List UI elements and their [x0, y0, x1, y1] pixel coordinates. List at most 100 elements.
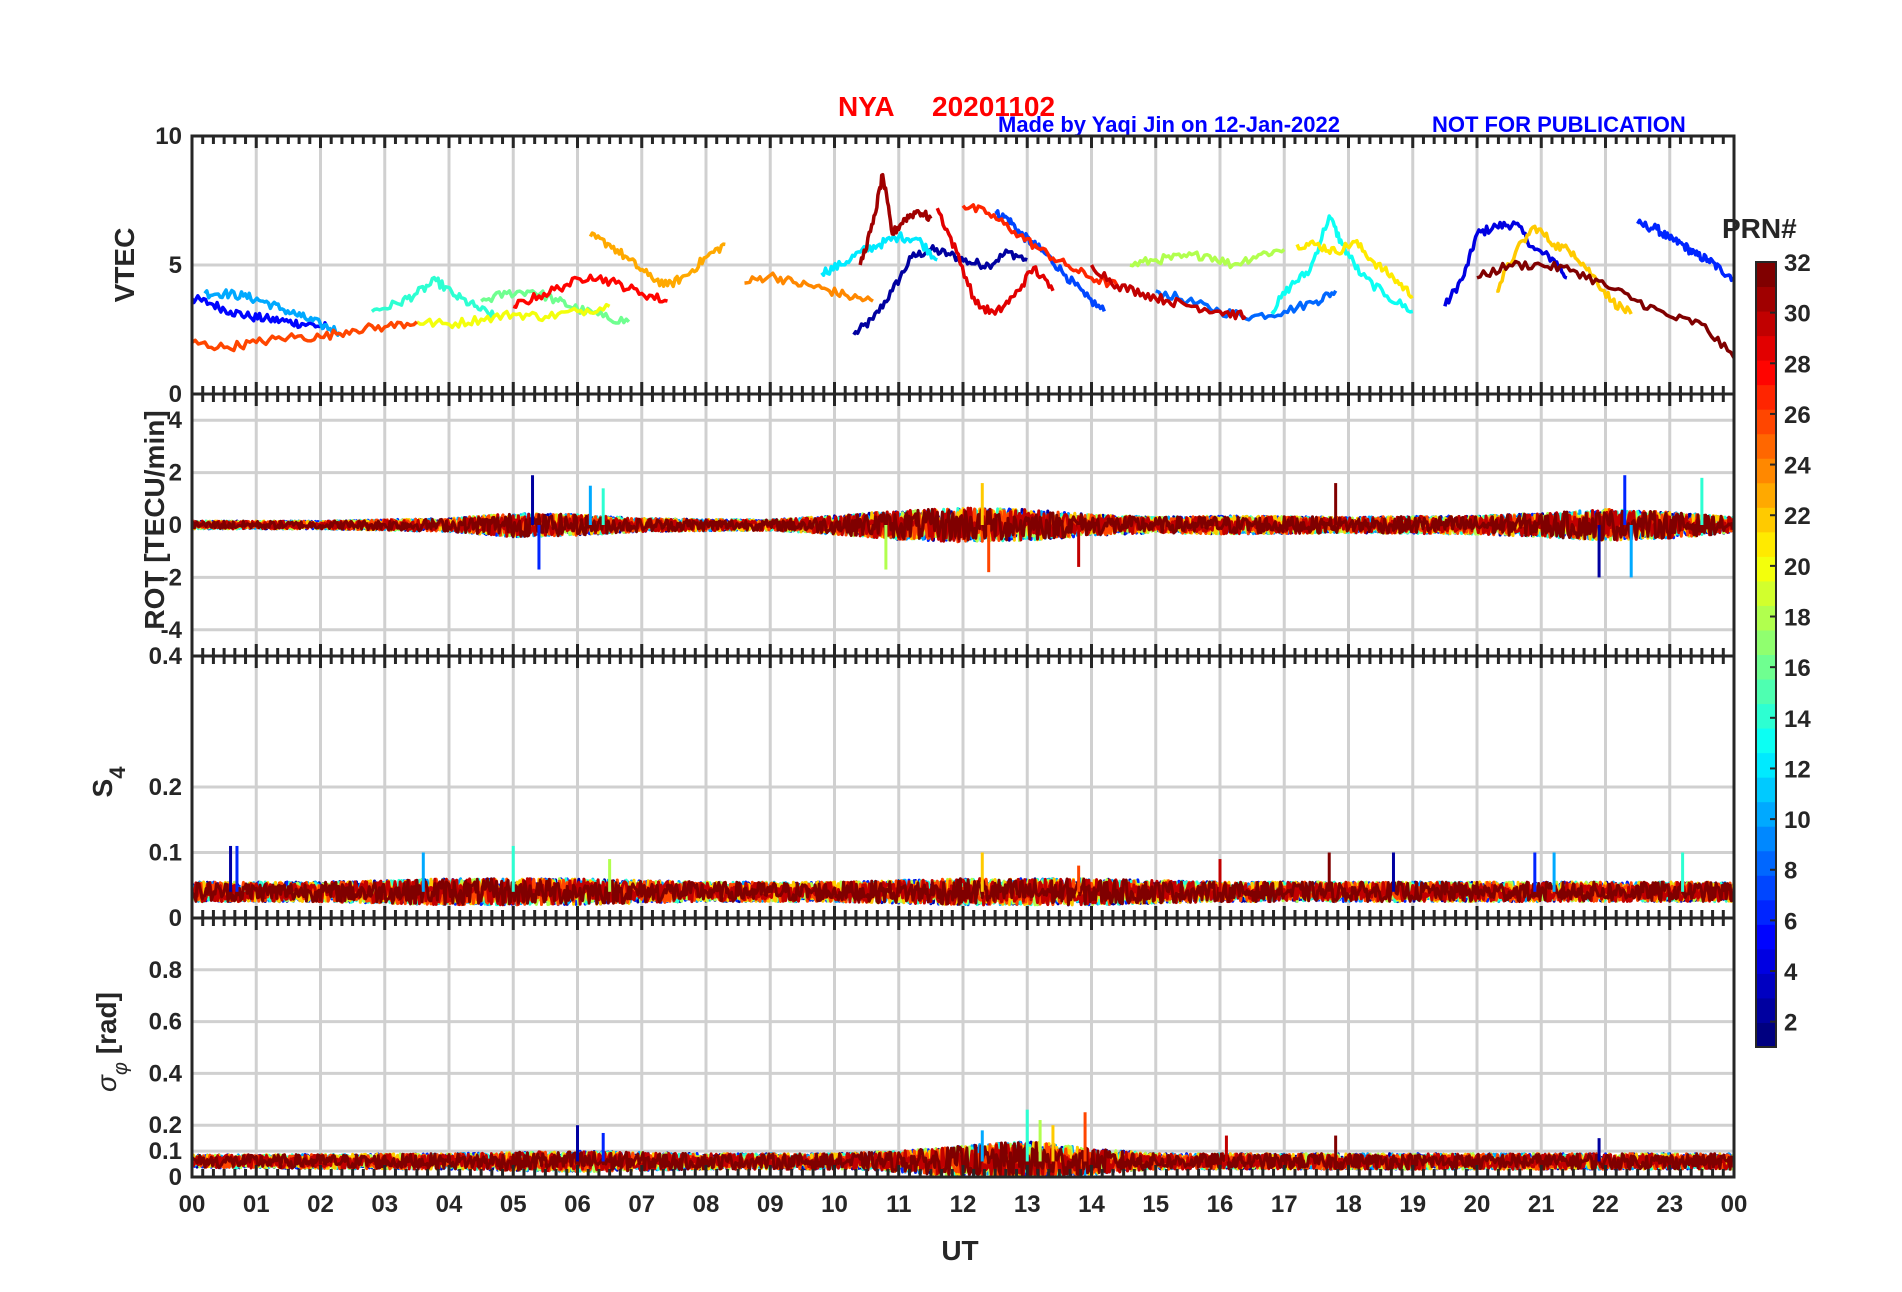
vtec-axis-label: VTEC — [109, 228, 140, 303]
colorbar-band — [1756, 384, 1776, 410]
x-tick-label: 21 — [1528, 1191, 1555, 1218]
credit-text: Made by Yaqi Jin on 12-Jan-2022 — [998, 112, 1340, 137]
colorbar-band — [1756, 728, 1776, 754]
x-tick-label: 05 — [500, 1191, 527, 1218]
s4-panel: 0 0.1 0.2 0.4 — [149, 643, 1736, 932]
vtec-series-line — [744, 271, 874, 303]
y-tick-label: 4 — [169, 407, 183, 434]
colorbar-band — [1756, 997, 1776, 1023]
vtec-series-line — [1443, 220, 1568, 307]
vtec-series-line — [1295, 238, 1414, 299]
y-tick-label: -4 — [161, 617, 183, 644]
x-tick-label: 04 — [436, 1191, 463, 1218]
y-tick-label: 0 — [169, 512, 182, 539]
plot-area — [192, 475, 1734, 578]
x-tick-label: 20 — [1464, 1191, 1491, 1218]
colorbar-tick-label: 4 — [1784, 959, 1798, 986]
colorbar-tick-label: 12 — [1784, 756, 1811, 783]
colorbar-tick-label: 24 — [1784, 453, 1811, 480]
sigma-phi-panel: 00.10.2 0.4 0.6 0.8 — [149, 916, 1736, 1191]
colorbar-band — [1756, 654, 1776, 680]
x-tick-label: 17 — [1271, 1191, 1298, 1218]
colorbar-band — [1756, 580, 1776, 606]
vtec-series-line — [1270, 214, 1414, 315]
colorbar-tick-label: 30 — [1784, 301, 1811, 328]
vtec-series-line — [852, 244, 1028, 336]
y-tick-label: 0 — [169, 905, 182, 932]
panel-frame — [190, 916, 1736, 1179]
colorbar-tick-label: 6 — [1784, 908, 1797, 935]
x-tick-label: 16 — [1207, 1191, 1234, 1218]
vtec-series-line — [192, 294, 329, 330]
x-axis-ticks: 00 01 02 03 04 05 06 07 08 09 10 11 12 13 14 15 16 17 18 19… — [179, 1191, 1748, 1218]
colorbar-band — [1756, 311, 1776, 337]
vtec-series-line — [1636, 218, 1734, 283]
y-tick-label: 0 — [169, 381, 182, 408]
y-tick-label: -2 — [161, 564, 182, 591]
x-tick-label: 18 — [1335, 1191, 1362, 1218]
colorbar-band — [1756, 262, 1776, 288]
x-tick-label: 15 — [1142, 1191, 1169, 1218]
colorbar-tick-label: 26 — [1784, 402, 1811, 429]
colorbar-label: PRN# — [1722, 213, 1797, 244]
colorbar-tick-label: 16 — [1784, 655, 1811, 682]
vtec-series-line — [1476, 259, 1734, 359]
noise-series-line — [192, 877, 1734, 907]
y-tick-label: 5 — [169, 252, 182, 279]
colorbar-band — [1756, 924, 1776, 950]
vtec-series-line — [370, 275, 496, 320]
x-tick-label: 23 — [1656, 1191, 1683, 1218]
noise-series-line — [192, 507, 1734, 542]
colorbar-band — [1756, 556, 1776, 582]
x-tick-label: 00 — [179, 1191, 206, 1218]
plot-area — [192, 845, 1734, 907]
y-tick-label: 0.4 — [149, 643, 183, 670]
colorbar-band — [1756, 875, 1776, 901]
colorbar-band — [1756, 409, 1776, 435]
vtec-series-line — [480, 289, 631, 325]
vtec-series-line — [192, 320, 419, 353]
colorbar-band — [1756, 507, 1776, 533]
y-tick-label: 0.6 — [149, 1009, 182, 1036]
station-title: NYA — [838, 91, 895, 122]
x-tick-label: 06 — [564, 1191, 591, 1218]
y-tick-label: 0 — [169, 1164, 182, 1191]
colorbar-band — [1756, 458, 1776, 484]
y-tick-label: 0.2 — [149, 774, 182, 801]
colorbar-band — [1756, 335, 1776, 361]
y-tick-label: 0.1 — [149, 1138, 182, 1165]
vtec-series-line — [588, 231, 726, 289]
x-tick-label: 10 — [821, 1191, 848, 1218]
colorbar-band — [1756, 752, 1776, 778]
x-tick-label: 02 — [307, 1191, 334, 1218]
y-tick-label: 0.1 — [149, 840, 182, 867]
vtec-series-line — [1155, 289, 1338, 322]
colorbar-band — [1756, 433, 1776, 459]
vtec-series-line — [512, 273, 668, 309]
s4-axis-label: S4 — [87, 766, 130, 798]
vtec-series-line — [961, 203, 1119, 289]
colorbar-band — [1756, 801, 1776, 827]
x-tick-label: 19 — [1399, 1191, 1426, 1218]
colorbar-band — [1756, 629, 1776, 655]
colorbar-band — [1756, 286, 1776, 312]
colorbar-tick-label: 2 — [1784, 1010, 1797, 1037]
vtec-series-line — [935, 207, 1055, 316]
x-tick-label: 09 — [757, 1191, 784, 1218]
colorbar-band — [1756, 777, 1776, 803]
date-title: 20201102 — [932, 91, 1055, 122]
rot-panel: -4 -2 0 2 4 — [161, 392, 1736, 658]
colorbar-band — [1756, 973, 1776, 999]
x-tick-label: 01 — [243, 1191, 270, 1218]
colorbar-frame — [1755, 261, 1777, 1048]
x-tick-label: 11 — [886, 1191, 911, 1218]
x-tick-label: 07 — [628, 1191, 655, 1218]
x-tick-label: 08 — [693, 1191, 720, 1218]
x-tick-label: 12 — [950, 1191, 977, 1218]
x-tick-label: 22 — [1592, 1191, 1619, 1218]
vtec-series-line — [415, 302, 611, 330]
colorbar-tick-label: 18 — [1784, 605, 1811, 632]
vtec-series-line — [1089, 264, 1247, 321]
